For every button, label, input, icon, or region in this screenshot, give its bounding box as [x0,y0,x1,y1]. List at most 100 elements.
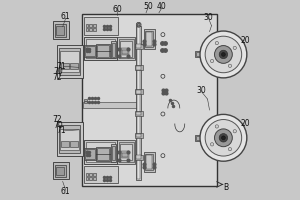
Bar [122,153,128,157]
Circle shape [161,33,165,37]
Bar [57,122,83,156]
Circle shape [219,50,228,59]
Bar [59,48,80,75]
Bar [85,177,88,180]
Text: 50: 50 [143,2,153,11]
Bar [83,140,117,164]
Text: 71: 71 [56,126,66,135]
Bar [112,43,116,57]
Bar [112,146,116,160]
Circle shape [161,112,165,116]
Bar [89,177,92,180]
Bar [83,99,87,101]
Circle shape [221,53,225,56]
Text: 60: 60 [112,5,122,14]
Circle shape [200,31,247,78]
Bar [120,144,132,160]
Bar [144,152,155,172]
Text: 20: 20 [241,36,250,45]
Bar [135,133,143,138]
Bar [98,148,109,160]
Bar [111,41,116,58]
Bar [55,24,66,37]
Bar [135,155,143,160]
Bar [122,50,128,54]
Bar [96,44,110,58]
Bar [93,177,96,180]
Text: 61: 61 [61,12,70,21]
Bar [55,165,66,177]
Bar [82,14,218,186]
Bar [195,51,201,57]
Bar [83,37,117,60]
Bar [135,65,143,70]
Bar [144,29,155,49]
Circle shape [137,23,140,26]
Bar [89,24,92,27]
Circle shape [233,46,236,50]
Bar [135,111,143,116]
Circle shape [233,130,236,133]
Circle shape [214,129,232,147]
Bar [146,32,152,46]
Bar [136,155,142,159]
Bar [118,39,134,58]
Bar [61,63,69,69]
Bar [60,51,79,72]
Bar [98,45,109,57]
Bar [195,135,201,141]
Text: 71: 71 [56,62,66,71]
Circle shape [228,148,232,151]
Circle shape [215,41,218,45]
Bar [85,28,88,31]
Circle shape [219,134,228,142]
Bar [57,45,83,78]
Bar [135,89,143,94]
Bar [120,41,132,57]
Bar [83,166,118,183]
Bar [85,39,115,58]
Bar [56,167,64,175]
Bar [111,144,116,162]
Text: 40: 40 [157,2,167,11]
Circle shape [205,36,242,73]
Text: 61: 61 [61,187,70,196]
Bar [118,142,134,162]
Bar [136,44,142,48]
Bar [146,155,152,169]
Bar [145,154,153,170]
Bar [121,48,129,55]
Bar [96,147,110,161]
Bar [135,44,143,49]
Circle shape [161,74,165,78]
Bar [117,37,135,60]
Text: 70: 70 [53,67,63,76]
Bar [84,45,96,57]
Bar [89,28,92,31]
Bar [85,149,95,159]
Text: 30: 30 [197,86,206,95]
Bar [53,21,69,39]
Circle shape [205,120,242,156]
Circle shape [200,114,247,161]
Bar [85,24,88,27]
Bar [93,28,96,31]
Bar [85,46,95,56]
Bar [89,173,92,176]
Text: 70: 70 [53,121,63,130]
Bar [61,141,69,147]
Bar [70,141,78,147]
Bar [136,90,142,94]
Bar [85,142,115,162]
Bar [136,134,142,137]
Bar [53,162,69,179]
Bar [60,129,79,150]
Bar [83,17,118,35]
Circle shape [221,136,225,140]
Bar [196,52,200,56]
Circle shape [161,154,165,158]
Circle shape [214,46,232,63]
Bar [136,26,141,180]
Circle shape [228,64,232,67]
Bar [93,24,96,27]
